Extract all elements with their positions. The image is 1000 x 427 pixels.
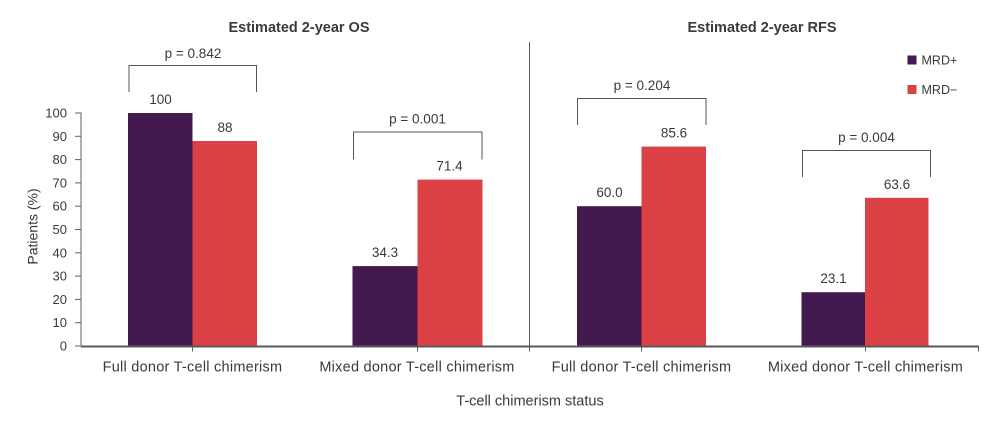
svg-text:40: 40	[53, 245, 67, 260]
svg-text:10: 10	[53, 315, 67, 330]
svg-text:85.6: 85.6	[661, 126, 687, 141]
svg-text:Mixed donor T-cell chimerism: Mixed donor T-cell chimerism	[768, 360, 963, 376]
svg-text:71.4: 71.4	[436, 159, 463, 174]
svg-text:60: 60	[53, 199, 67, 214]
svg-text:20: 20	[53, 292, 67, 307]
svg-text:88: 88	[217, 120, 232, 135]
svg-text:80: 80	[53, 152, 67, 167]
svg-text:T-cell chimerism status: T-cell chimerism status	[456, 394, 603, 410]
svg-text:63.6: 63.6	[884, 177, 910, 192]
svg-text:p = 0.204: p = 0.204	[614, 78, 671, 93]
svg-text:Estimated 2-year OS: Estimated 2-year OS	[228, 20, 369, 36]
svg-text:Full donor T-cell chimerism: Full donor T-cell chimerism	[552, 360, 732, 376]
svg-text:100: 100	[45, 106, 67, 121]
svg-text:90: 90	[53, 129, 67, 144]
svg-text:p = 0.001: p = 0.001	[389, 112, 446, 127]
svg-text:100: 100	[149, 92, 172, 107]
svg-text:MRD+: MRD+	[922, 54, 958, 68]
svg-text:Mixed donor T-cell chimerism: Mixed donor T-cell chimerism	[319, 360, 514, 376]
svg-text:0: 0	[60, 339, 67, 354]
svg-text:60.0: 60.0	[596, 185, 622, 200]
svg-text:Full donor T-cell chimerism: Full donor T-cell chimerism	[103, 360, 283, 376]
svg-text:p = 0.842: p = 0.842	[165, 46, 222, 61]
svg-text:70: 70	[53, 175, 67, 190]
svg-text:23.1: 23.1	[820, 271, 846, 286]
svg-text:30: 30	[53, 269, 67, 284]
svg-text:MRD−: MRD−	[922, 83, 958, 97]
svg-text:50: 50	[53, 222, 67, 237]
svg-text:Patients (%): Patients (%)	[25, 188, 41, 264]
svg-text:Estimated 2-year RFS: Estimated 2-year RFS	[687, 20, 836, 36]
svg-text:34.3: 34.3	[372, 245, 398, 260]
svg-text:p = 0.004: p = 0.004	[838, 130, 895, 145]
